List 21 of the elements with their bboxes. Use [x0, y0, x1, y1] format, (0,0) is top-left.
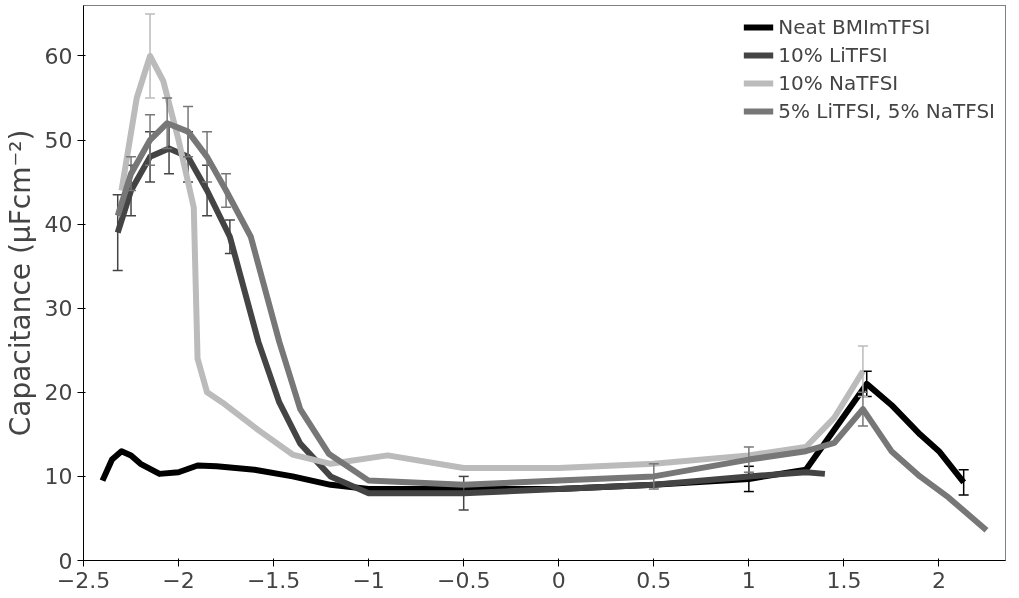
- y-axis-title: Capacitance (μFcm⁻²): [3, 129, 37, 437]
- x-tick-label: −2: [162, 567, 195, 593]
- x-tick-label: 2: [931, 567, 946, 593]
- x-tick-label: 0: [551, 567, 566, 593]
- x-tick-label: 1.5: [826, 567, 862, 593]
- y-tick-label: 20: [44, 380, 73, 406]
- y-tick-label: 10: [44, 464, 73, 490]
- y-tick-label: 30: [44, 296, 73, 322]
- x-tick-label: 0.5: [636, 567, 672, 593]
- x-tick-label: 1: [741, 567, 756, 593]
- legend-label: 10% NaTFSI: [778, 71, 899, 95]
- legend-label: 5% LiTFSI, 5% NaTFSI: [778, 99, 995, 123]
- y-tick-label: 50: [44, 128, 73, 154]
- x-tick-label: −0.5: [437, 567, 491, 593]
- legend-label: 10% LiTFSI: [778, 43, 888, 67]
- y-tick-label: 60: [44, 43, 73, 69]
- legend-label: Neat BMImTFSI: [778, 15, 931, 39]
- y-tick-label: 0: [58, 548, 73, 574]
- y-tick-label: 40: [44, 212, 73, 238]
- x-tick-label: −1: [352, 567, 385, 593]
- x-tick-label: −1.5: [246, 567, 301, 593]
